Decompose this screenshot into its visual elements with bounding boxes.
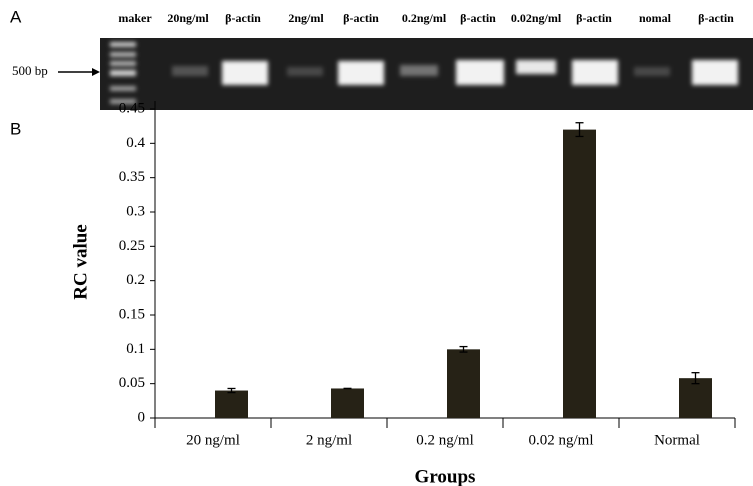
bar	[563, 129, 596, 418]
x-tick-label: 0.2 ng/ml	[416, 432, 474, 448]
lane-labels: maker 20ng/ml β-actin 2ng/ml β-actin 0.2ng/ml…	[118, 11, 734, 25]
lane-label: 0.02ng/ml	[511, 11, 562, 25]
y-axis-title: RC value	[70, 224, 91, 299]
error-bar	[691, 372, 700, 385]
marker-arrow	[58, 68, 100, 76]
lane-label: maker	[118, 11, 152, 25]
bar	[215, 390, 248, 418]
error-bar	[459, 345, 468, 353]
lane-label: β-actin	[698, 11, 734, 25]
x-tick-label: 0.02 ng/ml	[528, 432, 593, 448]
x-tick-label: Normal	[654, 432, 700, 448]
marker-label: 500 bp	[12, 63, 48, 78]
y-tick-label: 0.3	[126, 203, 145, 219]
y-tick-label: 0.4	[126, 135, 145, 151]
error-bar	[575, 122, 584, 138]
y-tick-label: 0.05	[119, 375, 145, 391]
bar	[679, 378, 712, 418]
y-tick-label: 0	[138, 409, 146, 425]
x-tick-label: 20 ng/ml	[186, 432, 240, 448]
panel-label: B	[10, 119, 21, 138]
y-tick-label: 0.1	[126, 341, 145, 357]
lane-label: 2ng/ml	[288, 11, 324, 25]
x-axis-title: Groups	[415, 466, 476, 486]
gel-image	[100, 38, 753, 110]
lane-label: β-actin	[343, 11, 379, 25]
lane-label: β-actin	[576, 11, 612, 25]
lane-label: 20ng/ml	[167, 11, 209, 25]
lane-label: nomal	[639, 11, 672, 25]
bar	[447, 349, 480, 418]
bar	[331, 388, 364, 418]
y-tick-label: 0.2	[126, 272, 145, 288]
x-tick-label: 2 ng/ml	[306, 432, 352, 448]
lane-label: β-actin	[225, 11, 261, 25]
lane-label: β-actin	[460, 11, 496, 25]
y-tick-label: 0.35	[119, 169, 145, 185]
y-tick-label: 0.25	[119, 238, 145, 254]
lane-label: 0.2ng/ml	[402, 11, 447, 25]
y-tick-label: 0.45	[119, 100, 145, 116]
panel-label: A	[10, 7, 22, 26]
error-bar	[227, 387, 236, 394]
y-tick-label: 0.15	[119, 306, 145, 322]
